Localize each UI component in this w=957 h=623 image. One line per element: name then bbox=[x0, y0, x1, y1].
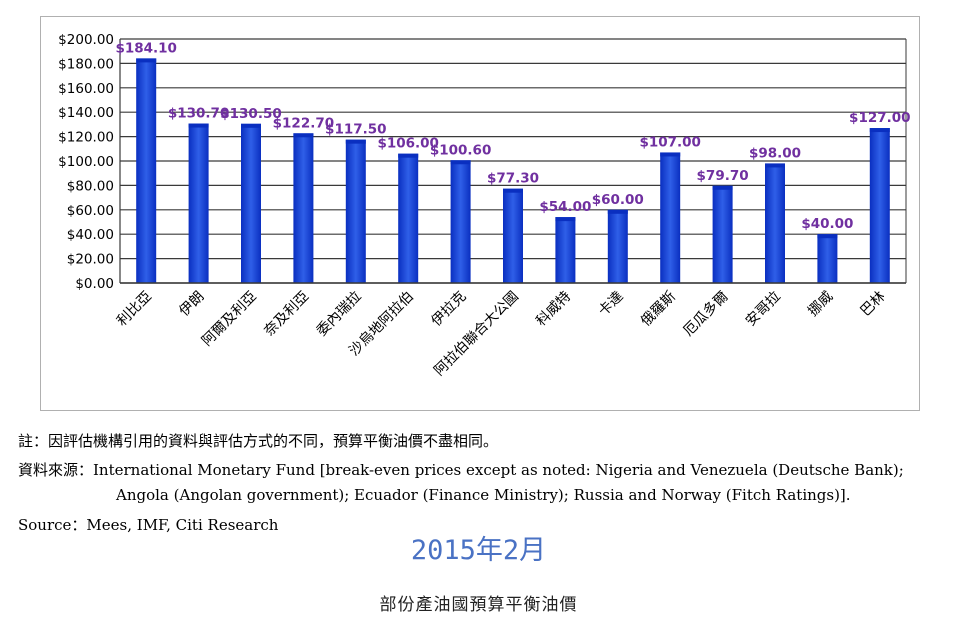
chart-frame: $0.00 $20.00 $40.00 $60.00 $80.00 $100.00 $120… bbox=[40, 16, 920, 411]
data-label: $130.50 bbox=[220, 106, 282, 122]
bar bbox=[345, 139, 366, 283]
note-text: 註：因評估機構引用的資料與評估方式的不同，預算平衡油價不盡相同。 bbox=[18, 432, 499, 450]
period-label: 2015年2月 bbox=[410, 535, 547, 566]
category-label: 巴林 bbox=[858, 289, 889, 320]
category-label: 伊朗 bbox=[176, 289, 207, 320]
bar bbox=[450, 160, 471, 283]
bar-top-cap bbox=[660, 152, 681, 157]
bar-chart: $0.00 $20.00 $40.00 $60.00 $80.00 $100.00 $120… bbox=[58, 32, 911, 379]
data-label: $117.50 bbox=[325, 122, 387, 138]
bar-top-cap bbox=[188, 123, 209, 128]
category-label: 利比亞 bbox=[114, 289, 155, 330]
category-label: 挪威 bbox=[805, 289, 836, 320]
category-label: 厄瓜多爾 bbox=[680, 288, 732, 340]
source-text-continued: Angola (Angolan government); Ecuador (Fi… bbox=[116, 486, 851, 504]
data-label: $54.00 bbox=[539, 199, 591, 215]
bar-top-cap bbox=[241, 123, 261, 128]
data-label: $79.70 bbox=[697, 168, 749, 184]
bar-top-cap bbox=[817, 234, 838, 239]
bar-top-cap bbox=[503, 188, 523, 193]
category-label: 阿爾及利亞 bbox=[199, 289, 260, 350]
source-text: 資料來源：International Monetary Fund [break-… bbox=[18, 461, 904, 479]
data-label: $106.00 bbox=[377, 136, 439, 152]
y-tick-label: $80.00 bbox=[67, 178, 114, 194]
bar bbox=[188, 123, 209, 284]
bar-top-cap bbox=[345, 139, 366, 144]
category-label: 伊拉克 bbox=[428, 289, 469, 330]
data-label: $77.30 bbox=[487, 171, 539, 187]
y-tick-label: $60.00 bbox=[67, 203, 114, 219]
category-label: 俄羅斯 bbox=[638, 289, 679, 330]
data-label: $107.00 bbox=[639, 134, 701, 150]
category-label: 卡達 bbox=[596, 289, 627, 320]
bar-top-cap bbox=[136, 58, 157, 63]
bar bbox=[136, 58, 157, 284]
category-label: 奈及利亞 bbox=[261, 289, 312, 340]
bar-top-cap bbox=[293, 133, 314, 138]
category-label: 科威特 bbox=[533, 289, 574, 330]
y-tick-label: $20.00 bbox=[67, 252, 114, 268]
y-tick-label: $0.00 bbox=[75, 276, 114, 292]
bar-top-cap bbox=[712, 185, 733, 190]
y-tick-label: $180.00 bbox=[58, 56, 114, 72]
data-label: $40.00 bbox=[801, 216, 853, 232]
bar bbox=[398, 153, 419, 283]
bar bbox=[765, 163, 785, 283]
category-label: 安哥拉 bbox=[743, 289, 784, 330]
data-label: $98.00 bbox=[749, 145, 801, 161]
bar-top-cap bbox=[607, 209, 628, 214]
category-label: 委內瑞拉 bbox=[314, 289, 365, 340]
data-label: $184.10 bbox=[115, 40, 177, 56]
bar-top-cap bbox=[398, 153, 419, 158]
bar bbox=[503, 188, 523, 283]
bar-top-cap bbox=[555, 217, 576, 222]
bar bbox=[660, 152, 681, 283]
y-tick-label: $40.00 bbox=[67, 227, 114, 243]
bar-top-cap bbox=[765, 163, 785, 168]
data-label: $130.70 bbox=[168, 106, 230, 122]
data-label: $100.60 bbox=[430, 142, 492, 158]
y-tick-label: $100.00 bbox=[58, 154, 114, 170]
y-tick-label: $140.00 bbox=[58, 105, 114, 121]
bar bbox=[555, 217, 576, 283]
chart-caption: 部份產油國預算平衡油價 bbox=[379, 595, 578, 615]
bar bbox=[241, 123, 261, 283]
bar-top-cap bbox=[869, 128, 890, 133]
data-label: $60.00 bbox=[592, 192, 644, 208]
bar bbox=[712, 185, 733, 283]
y-tick-label: $120.00 bbox=[58, 130, 114, 146]
data-label: $127.00 bbox=[849, 110, 911, 126]
bar bbox=[869, 128, 890, 283]
y-tick-label: $160.00 bbox=[58, 81, 114, 97]
y-tick-label: $200.00 bbox=[58, 32, 114, 48]
data-label: $122.70 bbox=[273, 115, 335, 131]
bar-top-cap bbox=[450, 160, 471, 165]
bar bbox=[607, 209, 628, 283]
source-text-english: Source：Mees, IMF, Citi Research bbox=[18, 516, 279, 534]
bar bbox=[817, 234, 838, 283]
bar bbox=[293, 133, 314, 283]
